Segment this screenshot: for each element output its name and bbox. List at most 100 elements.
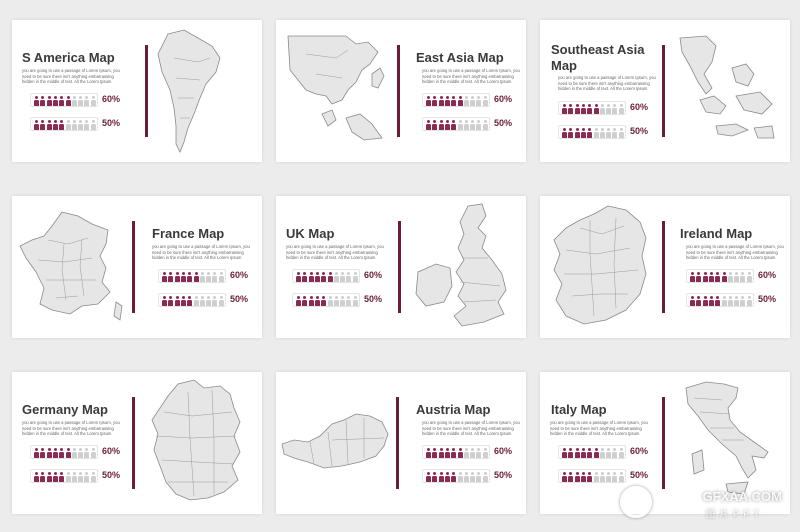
stat-percentage: 50%: [364, 294, 383, 304]
accent-divider: [662, 45, 665, 137]
person-icon: [721, 296, 727, 306]
person-icon: [40, 96, 46, 106]
person-icon: [352, 296, 358, 306]
person-icon: [180, 272, 186, 282]
person-icon: [90, 120, 96, 130]
stat-percentage: 50%: [102, 470, 121, 480]
pictogram-bar: [422, 445, 490, 459]
person-icon: [65, 120, 71, 130]
person-icon: [90, 448, 96, 458]
person-icon: [599, 472, 605, 482]
accent-divider: [145, 45, 148, 137]
person-icon: [618, 472, 624, 482]
person-icon: [708, 272, 714, 282]
slide-description: you are going to use a passage of Lorem …: [422, 68, 520, 85]
person-icon: [734, 272, 740, 282]
person-icon: [162, 296, 167, 306]
person-icon: [562, 128, 567, 138]
person-icon: [90, 472, 96, 482]
south-america-map-graphic: [154, 28, 224, 154]
austria-map-graphic: [280, 410, 390, 476]
person-icon: [451, 96, 457, 106]
slide-card-uk[interactable]: UK Map you are going to use a passage of…: [276, 196, 526, 338]
person-icon: [432, 96, 438, 106]
stat-percentage: 60%: [494, 94, 513, 104]
person-icon: [702, 272, 708, 282]
slide-card-italy[interactable]: Italy Map you are going to use a passage…: [540, 372, 790, 514]
slide-title: Southeast Asia Map: [551, 42, 645, 73]
person-icon: [444, 96, 450, 106]
person-icon: [212, 296, 218, 306]
southeast-asia-map-graphic: [676, 34, 776, 146]
accent-divider: [398, 221, 401, 313]
person-icon: [593, 472, 599, 482]
person-icon: [715, 296, 721, 306]
slide-card-ireland[interactable]: Ireland Map you are going to use a passa…: [540, 196, 790, 338]
stat-percentage: 60%: [758, 270, 777, 280]
person-icon: [580, 104, 586, 114]
person-icon: [34, 448, 39, 458]
person-icon: [606, 472, 612, 482]
person-icon: [740, 296, 746, 306]
pictogram-bar: [558, 101, 626, 115]
slide-card-france[interactable]: France Map you are going to use a passag…: [12, 196, 262, 338]
slide-title: East Asia Map: [416, 50, 504, 65]
stat-percentage: 50%: [494, 118, 513, 128]
person-icon: [568, 472, 574, 482]
person-icon: [71, 120, 77, 130]
person-icon: [40, 120, 46, 130]
slide-card-germany[interactable]: Germany Map you are going to use a passa…: [12, 372, 262, 514]
person-icon: [193, 296, 199, 306]
person-icon: [218, 296, 224, 306]
stat-percentage: 60%: [102, 446, 121, 456]
person-icon: [746, 296, 752, 306]
person-icon: [78, 472, 84, 482]
slide-description: you are going to use a passage of Lorem …: [22, 420, 120, 437]
slide-title: Ireland Map: [680, 226, 753, 241]
person-icon: [612, 128, 618, 138]
slide-title: France Map: [152, 226, 225, 241]
watermark-text: GFXAA.COM: [702, 489, 782, 504]
person-icon: [708, 296, 714, 306]
pictogram-bar: [292, 269, 360, 283]
person-icon: [314, 296, 320, 306]
person-icon: [40, 472, 46, 482]
person-icon: [606, 104, 612, 114]
accent-divider: [662, 397, 665, 489]
slide-description: you are going to use a passage of Lorem …: [22, 68, 120, 85]
accent-divider: [662, 221, 665, 313]
person-icon: [296, 272, 301, 282]
person-icon: [476, 120, 482, 130]
slide-card-austria[interactable]: Austria Map you are going to use a passa…: [276, 372, 526, 514]
pictogram-bar: [558, 125, 626, 139]
person-icon: [580, 128, 586, 138]
pictogram-bar: [158, 269, 226, 283]
slide-card-east-asia[interactable]: East Asia Map you are going to use a pas…: [276, 20, 526, 162]
person-icon: [562, 104, 567, 114]
person-icon: [606, 128, 612, 138]
person-icon: [34, 96, 39, 106]
person-icon: [34, 120, 39, 130]
person-icon: [574, 448, 580, 458]
person-icon: [46, 96, 52, 106]
person-icon: [187, 272, 193, 282]
slide-card-s-america[interactable]: S America Map you are going to use a pas…: [12, 20, 262, 162]
person-icon: [715, 272, 721, 282]
person-icon: [52, 96, 58, 106]
person-icon: [574, 472, 580, 482]
person-icon: [476, 448, 482, 458]
person-icon: [470, 120, 476, 130]
person-icon: [308, 272, 314, 282]
person-icon: [690, 272, 695, 282]
person-icon: [340, 296, 346, 306]
slide-card-southeast-asia[interactable]: Southeast Asia Map you are going to use …: [540, 20, 790, 162]
slide-description: you are going to use a passage of Lorem …: [686, 244, 784, 261]
person-icon: [587, 128, 593, 138]
person-icon: [346, 296, 352, 306]
pictogram-bar: [422, 117, 490, 131]
person-icon: [734, 296, 740, 306]
person-icon: [463, 448, 469, 458]
person-icon: [482, 472, 488, 482]
person-icon: [333, 296, 339, 306]
